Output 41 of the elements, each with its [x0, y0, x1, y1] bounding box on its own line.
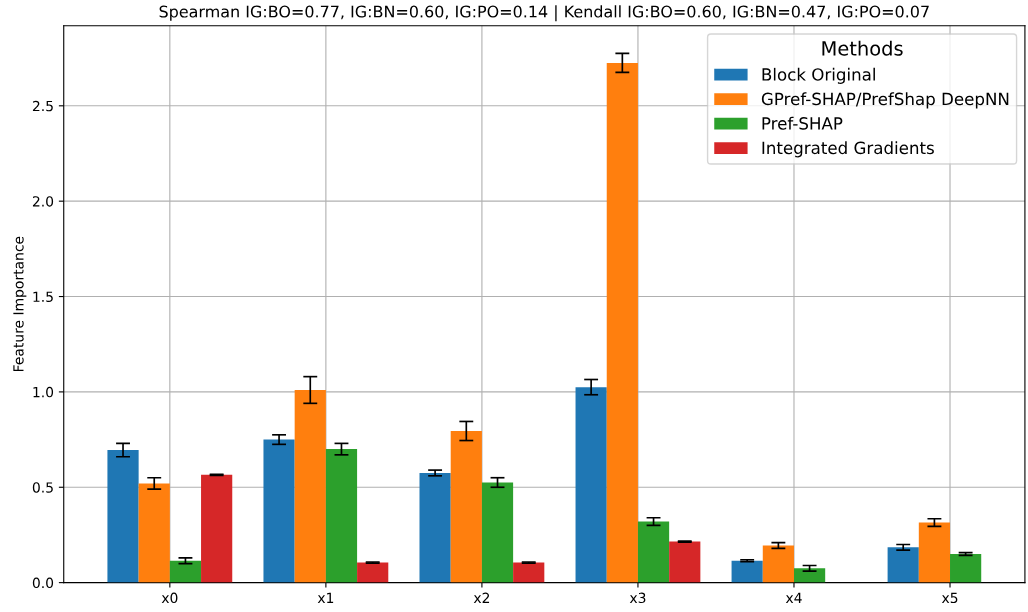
bar [481, 482, 514, 583]
bar [513, 562, 545, 583]
bar [169, 560, 202, 583]
y-tick-label: 2.5 [32, 100, 53, 112]
bar [731, 560, 763, 583]
bar [606, 62, 638, 583]
legend-label: GPref-SHAP/PrefShap DeepNN [761, 92, 1009, 109]
y-tick-label: 0.5 [32, 482, 53, 493]
x-tick-label: x2 [473, 592, 490, 603]
bar [637, 521, 670, 583]
bar [450, 431, 482, 583]
bar [575, 387, 607, 583]
y-tick-label: 1.5 [33, 291, 53, 303]
bar [325, 449, 358, 583]
x-tick-label: x4 [785, 592, 802, 603]
x-tick-label: x3 [629, 592, 646, 604]
chart-title: Spearman IG:BO=0.77, IG:BN=0.60, IG:PO=0.14 | Kendall IG:BO=0.60, IG:BN=0.47, IG:PO=0.07 [159, 5, 929, 22]
bar [793, 568, 826, 583]
bar [918, 522, 951, 583]
x-tick-label: x5 [941, 592, 958, 604]
bar [669, 541, 701, 583]
x-tick-label: x0 [161, 592, 178, 604]
y-tick-label: 1.0 [33, 386, 54, 398]
bar [294, 389, 326, 583]
y-tick-label: 0.0 [32, 577, 54, 589]
y-tick-label: 2.0 [32, 196, 54, 207]
bar [357, 562, 389, 583]
legend-label: Block Original [762, 67, 875, 84]
bar [201, 474, 233, 583]
y-axis-title: Feature Importance [13, 236, 27, 372]
bar [263, 439, 295, 583]
bar [107, 450, 139, 583]
legend-label: Integrated Gradients [762, 141, 934, 158]
bar [419, 472, 451, 583]
legend-title: Methods [822, 40, 903, 56]
bar [887, 547, 919, 583]
bar [950, 554, 982, 583]
legend-label: Pref-SHAP [762, 116, 843, 130]
bar [762, 545, 794, 583]
x-tick-label: x1 [317, 592, 334, 603]
bar [138, 483, 170, 583]
